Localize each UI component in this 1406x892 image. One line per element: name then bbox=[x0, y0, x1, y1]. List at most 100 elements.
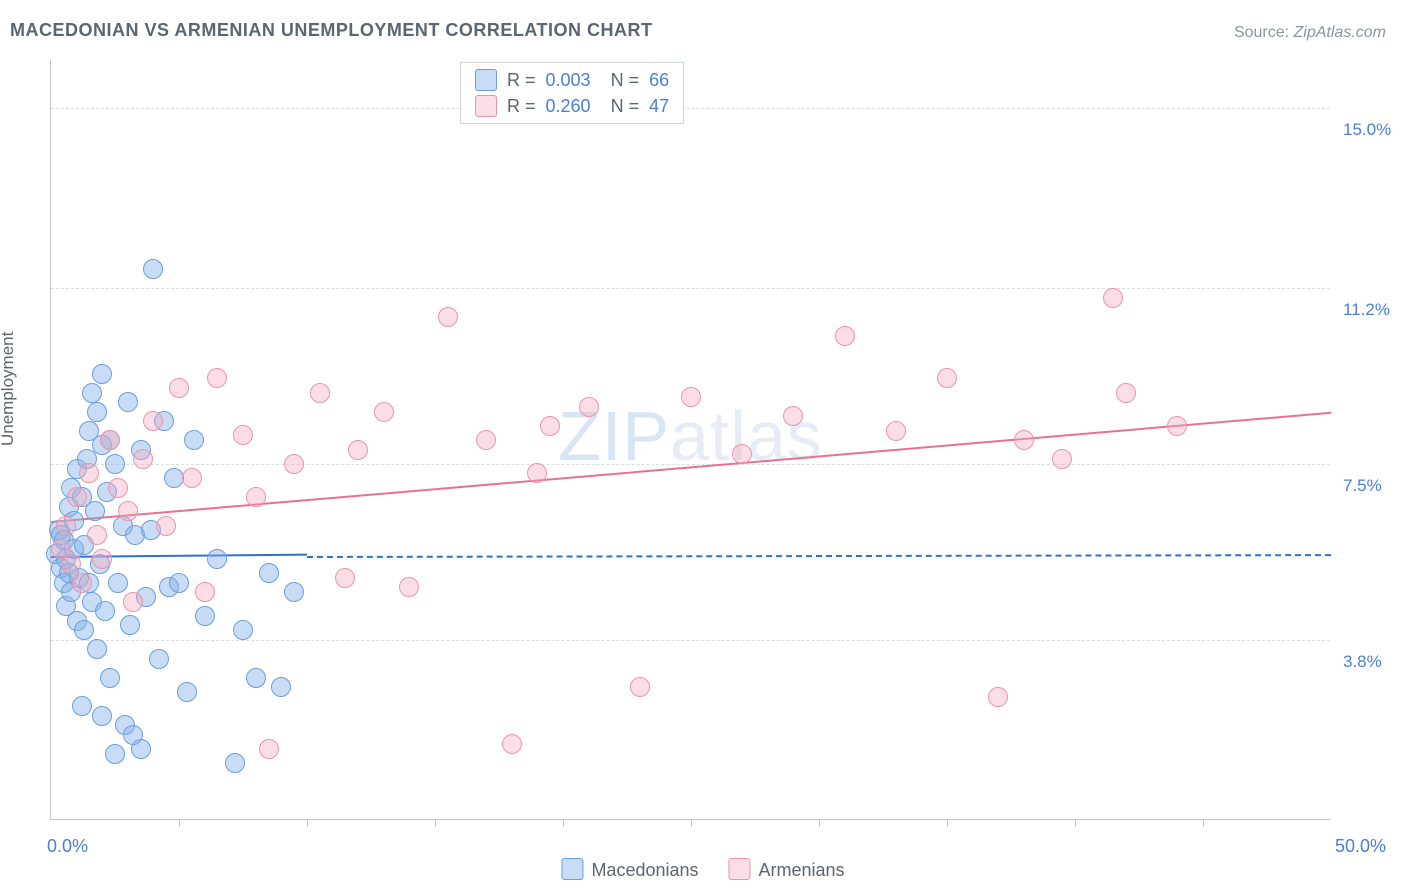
x-tick bbox=[179, 819, 180, 827]
legend-bottom: Macedonians Armenians bbox=[561, 858, 844, 881]
stats-legend-box: R = 0.003 N = 66R = 0.260 N = 47 bbox=[460, 62, 684, 124]
legend-item-macedonians: Macedonians bbox=[561, 858, 698, 881]
x-tick bbox=[435, 819, 436, 827]
scatter-point-macedonians bbox=[143, 259, 163, 279]
legend-swatch bbox=[475, 95, 497, 117]
scatter-point-macedonians bbox=[108, 573, 128, 593]
stat-n-value: 47 bbox=[649, 96, 669, 117]
scatter-point-armenians bbox=[156, 516, 176, 536]
scatter-point-armenians bbox=[67, 487, 87, 507]
scatter-point-armenians bbox=[502, 734, 522, 754]
scatter-point-armenians bbox=[630, 677, 650, 697]
scatter-point-macedonians bbox=[169, 573, 189, 593]
scatter-point-armenians bbox=[246, 487, 266, 507]
scatter-point-macedonians bbox=[177, 682, 197, 702]
scatter-point-armenians bbox=[732, 444, 752, 464]
scatter-point-macedonians bbox=[74, 620, 94, 640]
scatter-point-macedonians bbox=[87, 639, 107, 659]
scatter-point-armenians bbox=[92, 549, 112, 569]
scatter-point-macedonians bbox=[82, 383, 102, 403]
scatter-point-armenians bbox=[438, 307, 458, 327]
scatter-point-armenians bbox=[937, 368, 957, 388]
chart-container: MACEDONIAN VS ARMENIAN UNEMPLOYMENT CORR… bbox=[0, 0, 1406, 892]
scatter-point-armenians bbox=[988, 687, 1008, 707]
trendline bbox=[307, 554, 1331, 558]
stat-r-label: R = bbox=[507, 70, 536, 91]
scatter-point-macedonians bbox=[233, 620, 253, 640]
y-axis-label: Unemployment bbox=[0, 332, 18, 446]
scatter-point-armenians bbox=[108, 478, 128, 498]
scatter-point-armenians bbox=[143, 411, 163, 431]
scatter-point-armenians bbox=[79, 463, 99, 483]
y-tick-label: 7.5% bbox=[1343, 476, 1382, 496]
legend-label: Macedonians bbox=[591, 860, 698, 880]
stat-r-label: R = bbox=[507, 96, 536, 117]
scatter-point-armenians bbox=[100, 430, 120, 450]
legend-swatch bbox=[729, 858, 751, 880]
scatter-point-armenians bbox=[1167, 416, 1187, 436]
gridline bbox=[51, 108, 1330, 109]
scatter-point-armenians bbox=[1103, 288, 1123, 308]
stat-n-value: 66 bbox=[649, 70, 669, 91]
scatter-point-armenians bbox=[133, 449, 153, 469]
x-max-label: 50.0% bbox=[1335, 836, 1386, 857]
scatter-point-macedonians bbox=[246, 668, 266, 688]
legend-swatch bbox=[561, 858, 583, 880]
source-credit: Source: ZipAtlas.com bbox=[1234, 24, 1386, 42]
scatter-point-armenians bbox=[579, 397, 599, 417]
x-tick bbox=[563, 819, 564, 827]
x-tick bbox=[1203, 819, 1204, 827]
scatter-point-macedonians bbox=[225, 753, 245, 773]
scatter-point-macedonians bbox=[184, 430, 204, 450]
x-tick bbox=[307, 819, 308, 827]
scatter-point-armenians bbox=[207, 368, 227, 388]
x-tick bbox=[947, 819, 948, 827]
scatter-point-macedonians bbox=[284, 582, 304, 602]
scatter-point-armenians bbox=[540, 416, 560, 436]
scatter-point-macedonians bbox=[149, 649, 169, 669]
stat-n-label: N = bbox=[601, 96, 640, 117]
scatter-point-armenians bbox=[783, 406, 803, 426]
scatter-point-armenians bbox=[335, 568, 355, 588]
scatter-point-armenians bbox=[169, 378, 189, 398]
stat-n-label: N = bbox=[601, 70, 640, 91]
scatter-point-armenians bbox=[123, 592, 143, 612]
trendline bbox=[51, 554, 307, 558]
scatter-point-armenians bbox=[284, 454, 304, 474]
scatter-point-armenians bbox=[374, 402, 394, 422]
gridline bbox=[51, 288, 1330, 289]
scatter-point-armenians bbox=[527, 463, 547, 483]
scatter-point-armenians bbox=[476, 430, 496, 450]
stat-r-value: 0.260 bbox=[546, 96, 591, 117]
scatter-point-armenians bbox=[56, 516, 76, 536]
x-min-label: 0.0% bbox=[47, 836, 88, 857]
source-label: Source: bbox=[1234, 24, 1289, 41]
scatter-point-armenians bbox=[195, 582, 215, 602]
x-tick bbox=[819, 819, 820, 827]
scatter-point-macedonians bbox=[72, 696, 92, 716]
scatter-point-macedonians bbox=[195, 606, 215, 626]
scatter-point-macedonians bbox=[105, 454, 125, 474]
scatter-point-macedonians bbox=[100, 668, 120, 688]
scatter-point-macedonians bbox=[87, 402, 107, 422]
legend-label: Armenians bbox=[759, 860, 845, 880]
x-tick bbox=[1075, 819, 1076, 827]
chart-title: MACEDONIAN VS ARMENIAN UNEMPLOYMENT CORR… bbox=[10, 20, 653, 41]
y-tick-label: 3.8% bbox=[1343, 652, 1382, 672]
scatter-point-armenians bbox=[399, 577, 419, 597]
scatter-point-armenians bbox=[233, 425, 253, 445]
scatter-point-macedonians bbox=[118, 392, 138, 412]
y-tick-label: 15.0% bbox=[1343, 120, 1391, 140]
legend-swatch bbox=[475, 69, 497, 91]
source-value: ZipAtlas.com bbox=[1294, 24, 1386, 41]
scatter-point-armenians bbox=[61, 554, 81, 574]
scatter-point-armenians bbox=[182, 468, 202, 488]
scatter-point-armenians bbox=[118, 501, 138, 521]
scatter-point-armenians bbox=[310, 383, 330, 403]
scatter-point-macedonians bbox=[92, 364, 112, 384]
y-tick-label: 11.2% bbox=[1343, 300, 1390, 320]
scatter-point-macedonians bbox=[85, 501, 105, 521]
scatter-plot: ZIPatlas 3.8%7.5%11.2%15.0%0.0%50.0% bbox=[50, 60, 1330, 820]
scatter-point-armenians bbox=[87, 525, 107, 545]
scatter-point-macedonians bbox=[271, 677, 291, 697]
